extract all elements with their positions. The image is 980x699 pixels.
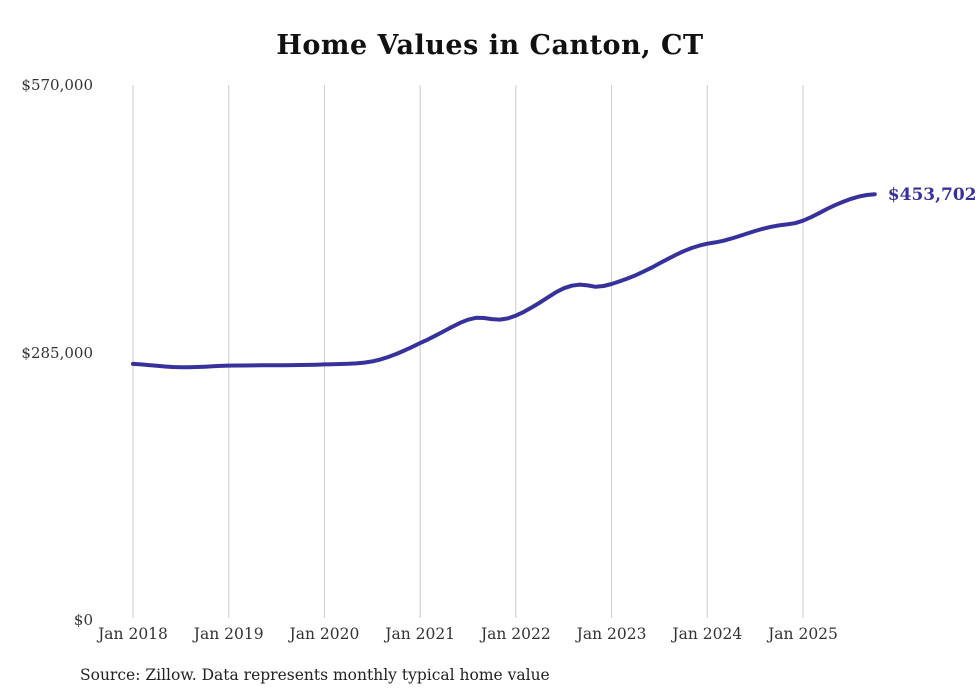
x-axis-tick-label: Jan 2018 — [98, 625, 168, 643]
source-note: Source: Zillow. Data represents monthly … — [80, 666, 550, 684]
x-axis-tick-label: Jan 2021 — [385, 625, 456, 643]
x-axis-tick-label: Jan 2020 — [289, 625, 360, 643]
home-value-line — [131, 192, 877, 370]
x-axis-tick-label: Jan 2024 — [672, 625, 743, 643]
x-axis-tick-label: Jan 2019 — [193, 625, 264, 643]
chart-title: Home Values in Canton, CT — [276, 30, 704, 61]
x-axis-tick-label: Jan 2025 — [768, 625, 838, 643]
x-axis-tick-label: Jan 2023 — [576, 625, 647, 643]
y-axis-tick-label: $570,000 — [21, 76, 93, 94]
y-axis-tick-label: $285,000 — [21, 343, 93, 362]
x-axis-tick-label: Jan 2022 — [480, 625, 551, 643]
y-axis-tick-label: $0 — [73, 611, 93, 629]
line-end-value-label: $453,702 — [887, 185, 977, 206]
